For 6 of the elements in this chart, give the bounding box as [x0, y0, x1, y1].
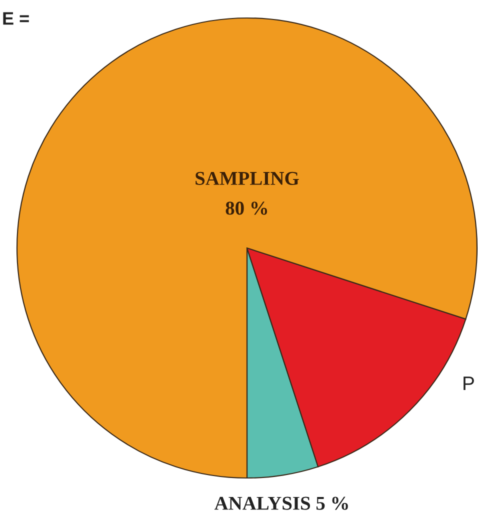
- slice-label: SAMPLING: [196, 172, 299, 185]
- data-label: 80 %: [226, 202, 268, 215]
- text: E =: [3, 12, 29, 25]
- slice-label: P: [464, 376, 474, 390]
- slice-label: ANALYSIS 5 %: [214, 496, 348, 510]
- pie-slice: [16, 17, 478, 479]
